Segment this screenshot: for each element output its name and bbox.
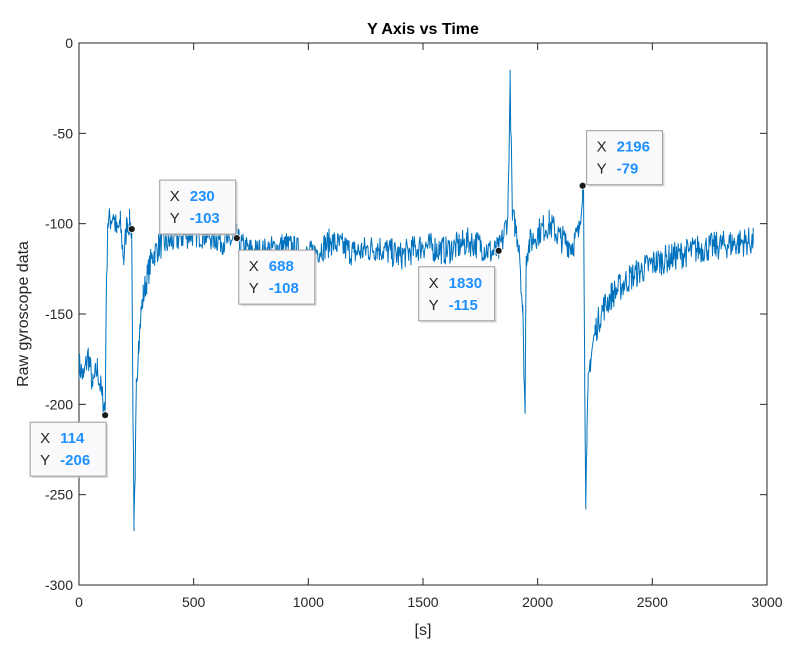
y-tick-label: -100 xyxy=(45,216,73,232)
datatip-x-value: 114 xyxy=(60,430,85,447)
datatip-y-value: -108 xyxy=(269,280,299,297)
x-tick-label: 1000 xyxy=(293,594,324,610)
x-axis-label: [s] xyxy=(415,622,432,639)
datatip: X 114 Y -206 xyxy=(29,411,110,479)
y-axis-label: Raw gyroscope data xyxy=(15,241,32,387)
datatip-x-value: 230 xyxy=(190,188,215,205)
datatip-y-value: -103 xyxy=(190,210,220,227)
y-tick-label: -250 xyxy=(45,487,73,503)
datatip-x-value: 2196 xyxy=(617,139,650,156)
chart-title: Y Axis vs Time xyxy=(367,21,479,38)
x-tick-label: 2500 xyxy=(637,594,668,610)
datatip-box xyxy=(159,179,237,235)
series-layer xyxy=(79,69,754,532)
datatip-y-key: Y xyxy=(429,297,439,314)
datatip-x-key: X xyxy=(40,430,50,447)
datatip-marker xyxy=(578,181,587,190)
datatip: X 2196 Y -79 xyxy=(578,130,665,190)
datatip-box xyxy=(238,249,316,305)
datatip-y-key: Y xyxy=(249,280,259,297)
datatip-marker xyxy=(127,225,136,233)
datatip-y-key: Y xyxy=(170,210,180,227)
y-tick-label: -50 xyxy=(53,125,73,141)
datatip: X 230 Y -103 xyxy=(127,179,238,237)
datatip-y-value: -115 xyxy=(449,297,478,314)
series-line-0 xyxy=(79,69,754,532)
datatip-layer: X 114 Y -206 X 230 Y -103 X 688 Y -108 X 1830 Y -115 X 21… xyxy=(29,130,665,479)
y-tick-label: -150 xyxy=(45,306,73,322)
datatip-marker xyxy=(232,234,241,243)
datatip-y-key: Y xyxy=(597,161,607,178)
x-tick-label: 500 xyxy=(182,594,206,610)
datatip: X 688 Y -108 xyxy=(232,234,317,307)
datatip-box xyxy=(586,130,664,186)
datatip: X 1830 Y -115 xyxy=(418,246,503,323)
datatip-x-value: 688 xyxy=(269,258,294,275)
datatip-box xyxy=(29,421,107,477)
x-tick-label: 0 xyxy=(75,594,83,610)
x-tick-label: 2000 xyxy=(522,594,553,610)
datatip-y-value: -79 xyxy=(617,161,639,178)
x-tick-label: 3000 xyxy=(751,594,782,610)
datatip-x-key: X xyxy=(429,275,439,292)
datatip-x-key: X xyxy=(170,188,180,205)
y-tick-label: -300 xyxy=(45,577,73,593)
y-axis-ticks: 0 -50 -100 -150 -200 -250 -300 xyxy=(45,35,767,593)
datatip-x-key: X xyxy=(249,258,259,275)
y-tick-label: -200 xyxy=(45,396,73,412)
datatip-marker xyxy=(101,411,110,420)
datatip-box xyxy=(418,266,496,322)
datatip-x-value: 1830 xyxy=(449,275,482,292)
datatip-y-value: -206 xyxy=(60,452,90,469)
datatip-marker xyxy=(494,246,503,255)
x-tick-label: 1500 xyxy=(407,594,438,610)
y-tick-label: 0 xyxy=(65,35,73,51)
datatip-y-key: Y xyxy=(40,452,50,469)
datatip-x-key: X xyxy=(597,139,607,156)
x-axis-ticks: 0 500 1000 1500 2000 2500 3000 xyxy=(75,43,783,610)
